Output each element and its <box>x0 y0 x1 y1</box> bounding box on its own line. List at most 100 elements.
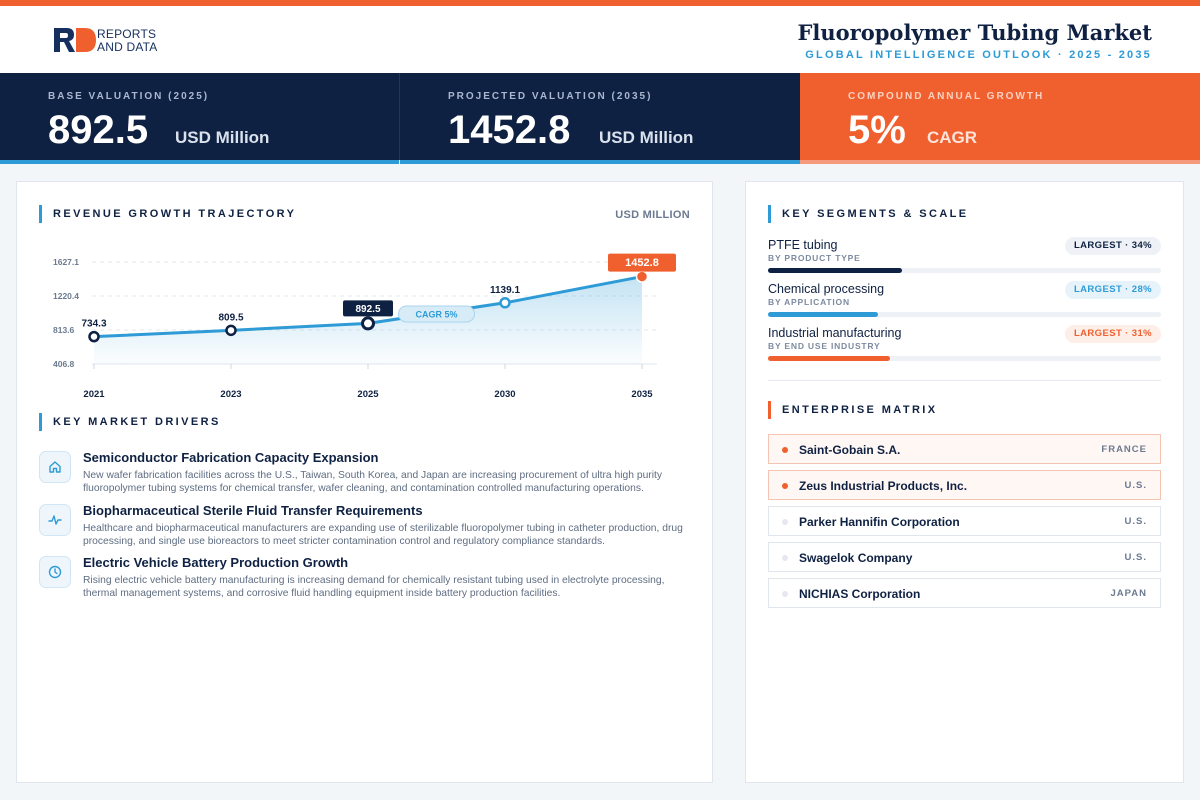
section-accent <box>768 401 771 419</box>
kpi-projected-valuation: PROJECTED VALUATION (2035) 1452.8 USD Mi… <box>400 73 800 164</box>
segment-share-badge: LARGEST · 31% <box>1064 325 1161 343</box>
x-tick-label: 2025 <box>357 389 379 400</box>
drivers-section-header: KEY MARKET DRIVERS <box>39 413 221 431</box>
company-name: NICHIAS Corporation <box>799 587 921 601</box>
kpi-cagr: COMPOUND ANNUAL GROWTH 5% CAGR <box>800 73 1200 164</box>
data-point <box>499 297 511 309</box>
data-point <box>225 324 237 337</box>
cagr-pill <box>398 305 475 323</box>
company-name: Parker Hannifin Corporation <box>799 515 960 529</box>
logo-mark-icon <box>54 28 96 52</box>
segment-bar-fill <box>768 312 879 317</box>
company-name: Zeus Industrial Products, Inc. <box>799 479 968 493</box>
enterprise-section-title: ENTERPRISE MATRIX <box>782 404 938 416</box>
data-point <box>635 270 649 283</box>
segments-section-header: KEY SEGMENTS & SCALE <box>768 205 969 223</box>
driver-description: New wafer fabrication facilities across … <box>83 470 663 494</box>
kpi-unit: USD Million <box>175 128 270 147</box>
segment-share-badge: LARGEST · 28% <box>1064 281 1161 299</box>
revenue-section-title: REVENUE GROWTH TRAJECTORY <box>53 208 297 220</box>
y-tick-label: 1627.1 <box>53 257 79 267</box>
data-label: 892.5 <box>355 304 380 315</box>
segment-name: Industrial manufacturing <box>768 326 902 340</box>
segment-bar-track <box>768 356 1161 361</box>
company-name: Swagelok Company <box>799 551 913 565</box>
clock-icon <box>39 556 71 588</box>
kpi-base-valuation: BASE VALUATION (2025) 892.5 USD Million <box>0 73 399 164</box>
logo: REPORTS AND DATA <box>54 28 204 58</box>
segment-bar-track <box>768 312 1161 317</box>
y-tick-label: 406.8 <box>53 359 75 369</box>
revenue-chart: 406.8 813.6 1220.4 1627.1 2021 2023 2025 2030 20… <box>53 253 676 400</box>
data-label: 1139.1 <box>490 285 520 296</box>
data-point <box>88 330 100 343</box>
kpi-label: PROJECTED VALUATION (2035) <box>448 91 653 102</box>
enterprise-row[interactable]: Saint-Gobain S.A. FRANCE <box>768 434 1161 464</box>
section-accent <box>39 413 42 431</box>
bullet-dot-icon <box>782 555 788 561</box>
kpi-unit: CAGR <box>927 128 978 147</box>
revenue-section-header: REVENUE GROWTH TRAJECTORY <box>39 205 296 223</box>
kpi-value: 892.5 <box>48 108 149 152</box>
driver-title: Biopharmaceutical Sterile Fluid Transfer… <box>83 503 423 518</box>
data-label: 734.3 <box>81 319 106 330</box>
segments-section-title: KEY SEGMENTS & SCALE <box>782 208 969 220</box>
kpi-divider <box>399 73 400 160</box>
section-accent <box>768 205 771 223</box>
kpi-strip: BASE VALUATION (2025) 892.5 USD Million … <box>0 73 1200 164</box>
y-tick-label: 1220.4 <box>53 291 79 301</box>
page-subtitle: GLOBAL INTELLIGENCE OUTLOOK · 2025 - 203… <box>805 49 1152 61</box>
x-tick-label: 2021 <box>83 389 105 400</box>
header: REPORTS AND DATA Fluoropolymer Tubing Ma… <box>0 6 1200 73</box>
segment-name: PTFE tubing <box>768 238 838 252</box>
kpi-label: COMPOUND ANNUAL GROWTH <box>848 91 1045 102</box>
segment-name: Chemical processing <box>768 282 885 296</box>
company-country: U.S. <box>1124 552 1147 563</box>
enterprise-row[interactable]: Zeus Industrial Products, Inc. U.S. <box>768 470 1161 500</box>
segment-category: BY APPLICATION <box>768 297 850 307</box>
company-country: U.S. <box>1124 480 1147 491</box>
driver-description: Rising electric vehicle battery manufact… <box>83 575 665 599</box>
data-label: 1452.8 <box>625 257 659 269</box>
kpi-value: 1452.8 <box>448 108 571 152</box>
segment-row: Industrial manufacturing BY END USE INDUS… <box>768 325 1161 366</box>
data-label: 809.5 <box>218 312 243 323</box>
data-label-box <box>608 253 676 272</box>
bullet-dot-icon <box>782 447 788 453</box>
kpi-label: BASE VALUATION (2025) <box>48 91 210 102</box>
enterprise-section-header: ENTERPRISE MATRIX <box>768 401 938 419</box>
right-card: KEY SEGMENTS & SCALE PTFE tubing BY PRODU… <box>745 181 1184 783</box>
segment-bar-fill <box>768 268 902 273</box>
unit-label: USD MILLION <box>615 209 690 221</box>
company-country: U.S. <box>1124 516 1147 527</box>
enterprise-row[interactable]: NICHIAS Corporation JAPAN <box>768 578 1161 608</box>
pulse-icon <box>39 504 71 536</box>
drivers-section-title: KEY MARKET DRIVERS <box>53 416 221 428</box>
chart-area-fill <box>94 276 642 364</box>
enterprise-row[interactable]: Parker Hannifin Corporation U.S. <box>768 506 1161 536</box>
segment-bar-fill <box>768 356 890 361</box>
segment-category: BY PRODUCT TYPE <box>768 253 861 263</box>
top-accent-bar <box>0 0 1200 6</box>
x-tick-label: 2023 <box>220 389 241 400</box>
home-icon <box>39 451 71 483</box>
page-title: Fluoropolymer Tubing Market <box>797 20 1152 45</box>
logo-text: REPORTS AND DATA <box>97 28 158 54</box>
enterprise-row[interactable]: Swagelok Company U.S. <box>768 542 1161 572</box>
section-accent <box>39 205 42 223</box>
company-country: FRANCE <box>1101 444 1147 455</box>
bullet-dot-icon <box>782 519 788 525</box>
company-name: Saint-Gobain S.A. <box>799 443 901 457</box>
segment-bar-track <box>768 268 1161 273</box>
driver-title: Electric Vehicle Battery Production Grow… <box>83 555 349 570</box>
kpi-unit: USD Million <box>599 128 694 147</box>
segment-row: Chemical processing BY APPLICATION LARGEST… <box>768 281 1161 322</box>
logo-line2: AND DATA <box>97 40 158 54</box>
left-card: REVENUE GROWTH TRAJECTORY USD MILLION 40… <box>16 181 713 783</box>
bullet-dot-icon <box>782 483 788 489</box>
company-country: JAPAN <box>1110 588 1147 599</box>
logo-line1: REPORTS <box>97 27 157 41</box>
cagr-pill-label: CAGR 5% <box>415 310 457 320</box>
segment-category: BY END USE INDUSTRY <box>768 341 881 351</box>
driver-description: Healthcare and biopharmaceutical manufac… <box>83 523 683 547</box>
